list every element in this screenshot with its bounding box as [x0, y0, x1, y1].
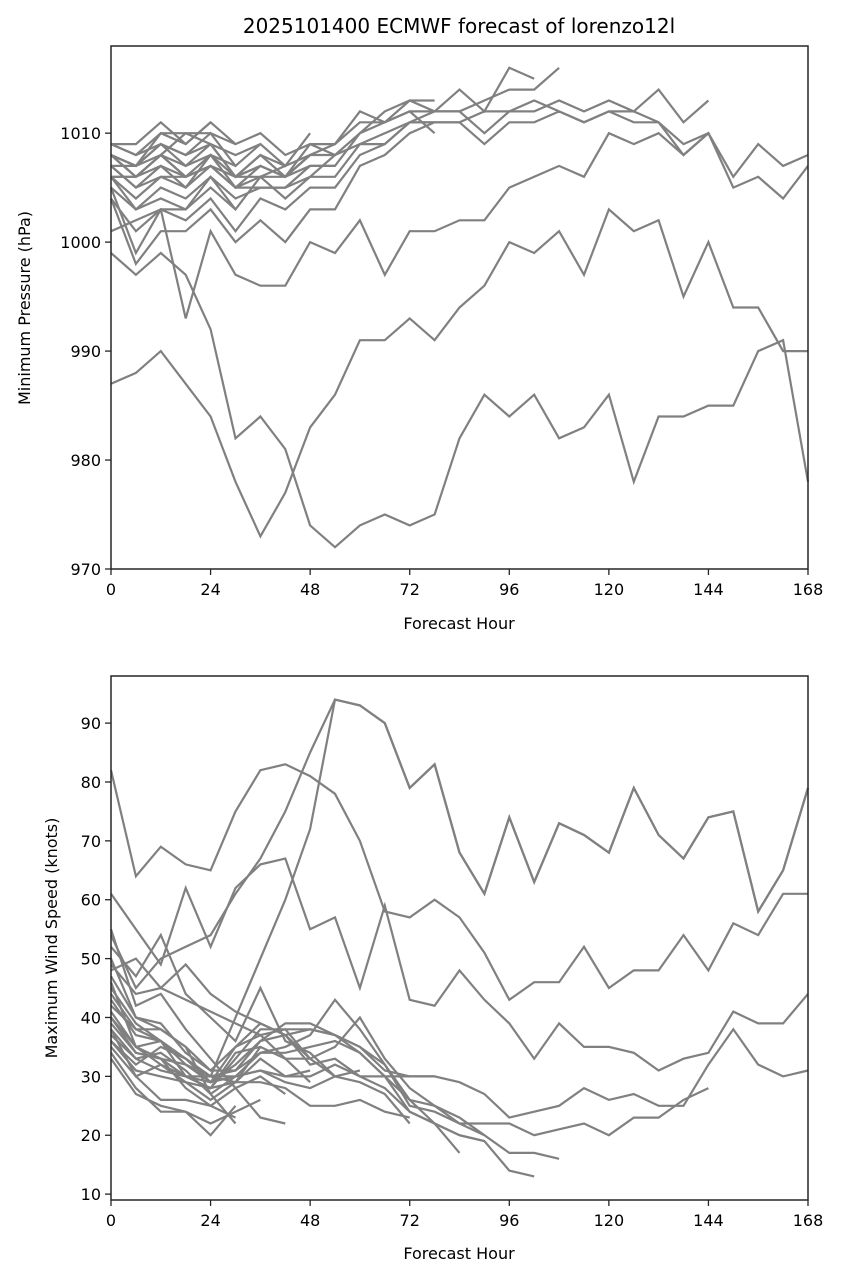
pressure-y-tick-label: 980 — [70, 451, 101, 470]
pressure-series-member-17 — [110, 164, 335, 211]
pressure-series-member-18 — [110, 131, 262, 168]
wind-series-member-2 — [109, 698, 810, 1078]
pressure-y-ticks: 970 980 990 1000 1010 — [60, 124, 111, 579]
wind-series-member-14 — [110, 1034, 411, 1125]
wind-x-tick-label: 120 — [594, 1211, 625, 1230]
pressure-y-tick-label: 970 — [70, 560, 101, 579]
pressure-y-tick-label: 1000 — [60, 233, 101, 252]
wind-y-tick-label: 90 — [81, 714, 101, 733]
wind-y-tick-label: 10 — [81, 1185, 101, 1204]
wind-x-tick-label: 96 — [499, 1211, 519, 1230]
wind-series-member-4 — [110, 698, 810, 991]
pressure-series-member-22 — [110, 153, 311, 179]
wind-series-member-15 — [110, 987, 361, 1084]
wind-x-tick-label: 144 — [693, 1211, 724, 1230]
wind-series-layer — [109, 698, 810, 1178]
wind-series-member-26 — [110, 1040, 311, 1090]
pressure-series-member-10 — [110, 99, 435, 179]
wind-y-tick-label: 20 — [81, 1126, 101, 1145]
pressure-x-ticks: 0 24 48 72 96 120 144 168 — [106, 569, 823, 599]
wind-x-tick-label: 0 — [106, 1211, 116, 1230]
wind-x-axis-label: Forecast Hour — [403, 1244, 515, 1263]
pressure-panel: 0 24 48 72 96 120 144 168 970 980 990 1000 1010 For… — [15, 45, 823, 633]
pressure-series-member-19 — [111, 153, 236, 178]
wind-y-tick-label: 80 — [81, 773, 101, 792]
wind-series-member-23 — [110, 957, 311, 1060]
wind-series-member-21 — [109, 958, 237, 1125]
pressure-x-tick-label: 168 — [793, 580, 824, 599]
pressure-y-axis-label: Minimum Pressure (hPa) — [15, 211, 34, 405]
wind-y-tick-label: 70 — [81, 832, 101, 851]
pressure-series-member-14 — [111, 132, 236, 167]
wind-series-member-11 — [110, 1040, 435, 1078]
wind-y-tick-label: 60 — [81, 891, 101, 910]
pressure-x-tick-label: 0 — [106, 580, 116, 599]
pressure-series-layer — [109, 66, 810, 549]
wind-x-tick-label: 168 — [793, 1211, 824, 1230]
pressure-x-tick-label: 48 — [300, 580, 320, 599]
wind-x-tick-label: 24 — [200, 1211, 220, 1230]
wind-x-ticks: 0 24 48 72 96 120 144 168 — [106, 1200, 823, 1230]
pressure-x-axis-label: Forecast Hour — [403, 614, 515, 633]
wind-series-member-24 — [110, 932, 336, 1078]
pressure-y-tick-label: 1010 — [60, 124, 101, 143]
wind-series-member-19 — [110, 1058, 237, 1137]
wind-x-tick-label: 72 — [400, 1211, 420, 1230]
wind-series-member-22 — [109, 928, 286, 1095]
pressure-series-member-1 — [110, 207, 808, 539]
wind-y-tick-label: 40 — [81, 1008, 101, 1027]
wind-y-tick-label: 50 — [81, 950, 101, 969]
pressure-x-tick-label: 120 — [594, 580, 625, 599]
pressure-x-tick-label: 144 — [693, 580, 724, 599]
wind-series-member-1 — [109, 763, 808, 1002]
wind-y-tick-label: 30 — [81, 1067, 101, 1086]
pressure-series-member-9 — [110, 110, 436, 190]
wind-panel: 0 24 48 72 96 120 144 168 10 20 30 40 50 60 70 80 90 Fo… — [42, 675, 823, 1263]
pressure-y-tick-label: 990 — [70, 342, 101, 361]
wind-series-member-17 — [110, 1046, 286, 1125]
wind-y-axis-label: Maximum Wind Speed (knots) — [42, 818, 61, 1059]
wind-series-member-8 — [110, 1016, 535, 1178]
pressure-plot-frame — [110, 45, 809, 570]
figure-title: 2025101400 ECMWF forecast of lorenzo12l — [243, 14, 675, 38]
wind-y-ticks: 10 20 30 40 50 60 70 80 90 — [81, 714, 111, 1204]
wind-series-member-9 — [110, 999, 486, 1137]
pressure-x-tick-label: 24 — [200, 580, 220, 599]
wind-series-member-5 — [110, 963, 809, 1119]
wind-plot-frame — [110, 675, 809, 1201]
pressure-x-tick-label: 72 — [400, 580, 420, 599]
pressure-series-member-2 — [110, 251, 810, 549]
pressure-series-member-21 — [110, 186, 237, 233]
pressure-x-tick-label: 96 — [499, 580, 519, 599]
wind-x-tick-label: 48 — [300, 1211, 320, 1230]
pressure-series-member-20 — [110, 121, 212, 157]
